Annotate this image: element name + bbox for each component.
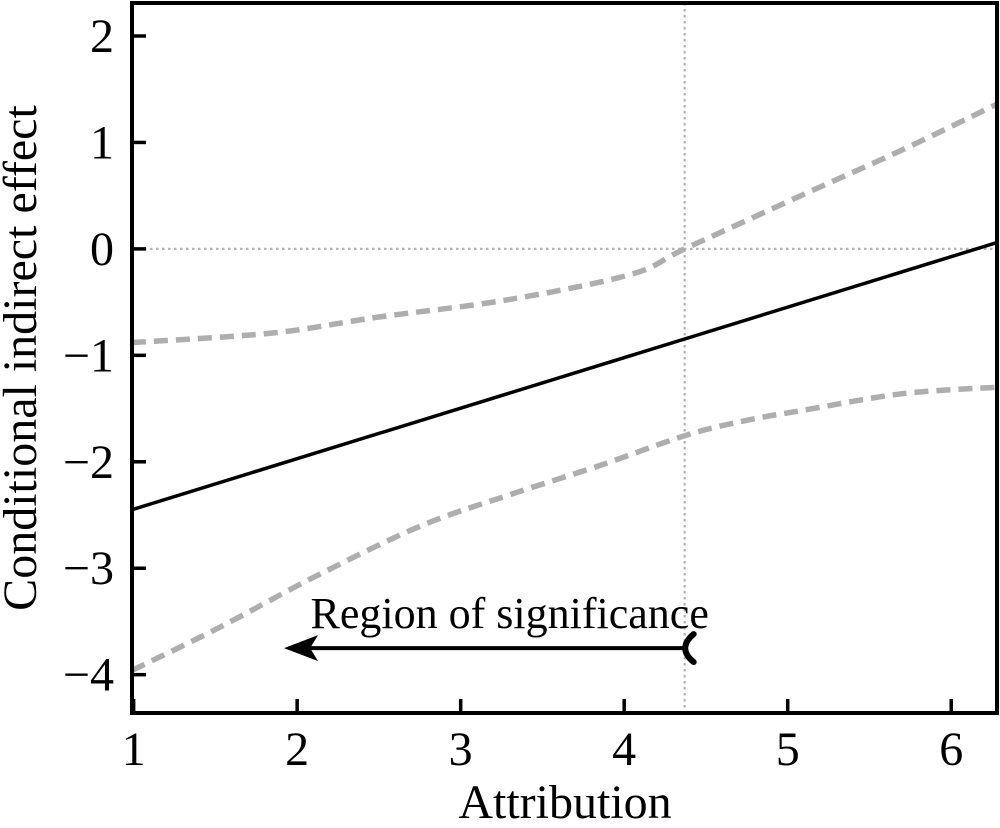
x-axis-title: Attribution <box>458 776 671 828</box>
region-of-significance-label: Region of significance <box>311 589 709 638</box>
lower-95ci-bound-curve <box>132 384 997 673</box>
conditional-indirect-effect-curve <box>132 240 997 512</box>
y-tick-label: −3 <box>63 542 114 595</box>
y-tick-label: 2 <box>90 10 114 63</box>
curves-layer <box>132 101 997 673</box>
y-tick-label: 0 <box>90 223 114 276</box>
x-tick-label: 4 <box>612 723 636 776</box>
x-tick-label: 6 <box>939 723 963 776</box>
plot-frame <box>130 1 999 715</box>
upper-95ci-bound-curve <box>132 101 997 346</box>
y-tick-label: 1 <box>90 116 114 169</box>
x-tick-label: 3 <box>449 723 473 776</box>
region-arrow-endcap-icon <box>682 631 697 666</box>
x-tick-label: 2 <box>285 723 309 776</box>
y-axis-title: Conditional indirect effect <box>0 105 47 611</box>
y-tick-label: −4 <box>63 649 114 702</box>
x-tick-label: 5 <box>776 723 800 776</box>
region-arrow-head-icon <box>284 635 319 662</box>
y-tick-label: −2 <box>63 436 114 489</box>
x-tick-label: 1 <box>122 723 146 776</box>
axes-frame-layer: 1 2 3 4 5 6 2 1 0 −1 −2 −3 −4 <box>63 1 999 776</box>
y-tick-label: −1 <box>63 329 114 382</box>
reference-lines-layer <box>132 3 997 713</box>
annotation-layer <box>284 631 697 666</box>
